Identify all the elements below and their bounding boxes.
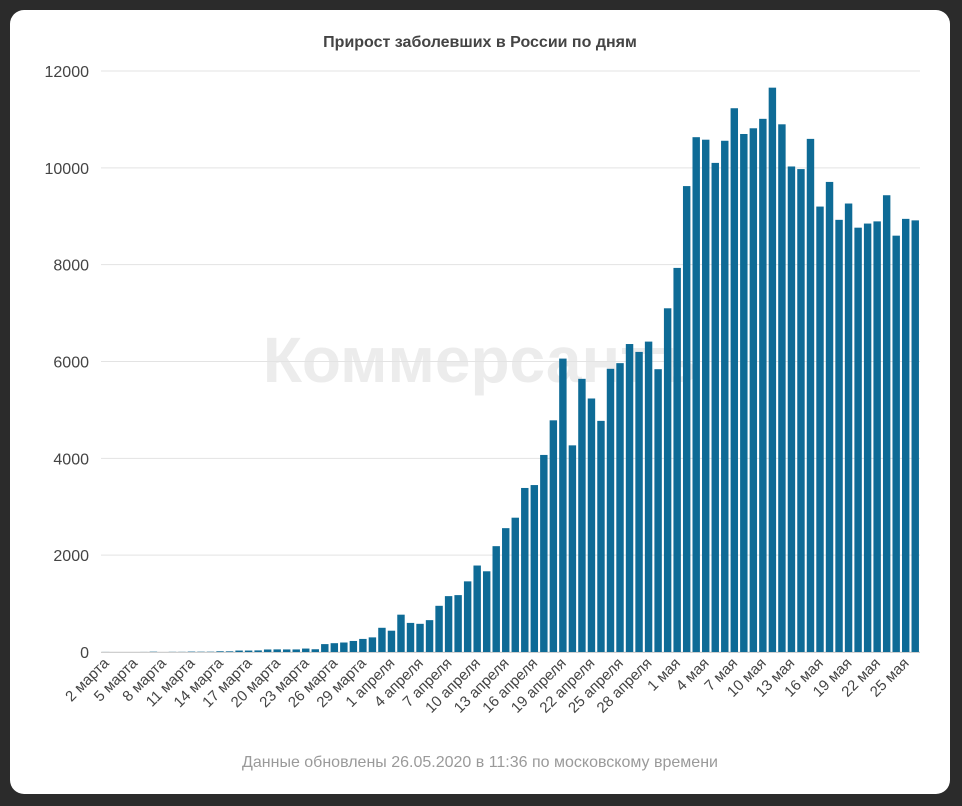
bar — [902, 218, 910, 652]
update-note: Данные обновлены 26.05.2020 в 11:36 по м… — [242, 754, 718, 771]
bar — [225, 651, 234, 652]
bar — [816, 206, 824, 653]
bar — [340, 642, 348, 652]
watermark-logo: Коммерсантъ — [263, 324, 698, 396]
bar — [540, 454, 548, 652]
bar — [663, 308, 672, 652]
bar — [578, 378, 586, 652]
bar — [825, 181, 834, 652]
bar — [778, 124, 786, 652]
bar — [416, 623, 424, 652]
y-tick-label: 8000 — [53, 258, 89, 275]
bar-chart: Коммерсантъ0200040006000800010000120002 … — [45, 64, 920, 717]
bar — [311, 649, 319, 652]
bar — [616, 363, 624, 652]
bar — [530, 485, 539, 652]
bar — [397, 614, 405, 652]
bar — [654, 369, 662, 652]
bar — [711, 162, 719, 652]
y-tick-label: 0 — [80, 645, 89, 662]
bar — [749, 128, 758, 652]
bar — [587, 398, 596, 652]
y-tick-label: 12000 — [45, 64, 90, 81]
bar — [673, 267, 681, 652]
bar — [568, 445, 577, 652]
chart-card: Прирост заболевших в России по дням Комм… — [10, 10, 950, 794]
bar — [721, 140, 729, 652]
y-tick-label: 2000 — [53, 548, 89, 565]
bar — [425, 620, 434, 652]
bar — [330, 643, 339, 652]
bar — [863, 223, 872, 652]
bar — [406, 622, 415, 652]
bar — [511, 517, 519, 652]
bar — [606, 368, 615, 652]
bar — [597, 420, 605, 652]
bar — [759, 118, 767, 652]
bar — [768, 87, 777, 652]
bar — [273, 649, 281, 652]
bar — [835, 219, 843, 653]
bar — [378, 627, 386, 652]
bar — [682, 186, 691, 652]
bar — [454, 595, 462, 652]
y-tick-label: 4000 — [53, 451, 89, 468]
bar — [911, 220, 919, 652]
bar — [482, 571, 491, 652]
bar — [216, 651, 224, 652]
bar — [321, 644, 329, 652]
bar — [787, 166, 796, 652]
bar — [368, 637, 377, 652]
bar — [797, 169, 805, 652]
bar — [892, 235, 900, 652]
bar — [702, 139, 710, 652]
bar — [244, 650, 253, 652]
bar — [302, 648, 310, 652]
bar — [692, 137, 700, 653]
bar — [644, 341, 653, 652]
bar — [844, 203, 853, 652]
bar — [730, 108, 739, 652]
bar — [625, 344, 634, 652]
bar — [282, 649, 291, 652]
bar — [806, 138, 815, 652]
bar — [359, 638, 367, 652]
bar — [463, 581, 472, 652]
chart-title: Прирост заболевших в России по дням — [323, 34, 637, 51]
bar — [882, 195, 891, 652]
bar — [263, 649, 272, 652]
bar — [873, 221, 881, 652]
bar — [502, 528, 510, 652]
bar — [740, 133, 748, 652]
bar — [444, 596, 453, 652]
bar — [235, 650, 243, 652]
bar — [559, 358, 567, 652]
bar — [473, 565, 481, 652]
y-tick-label: 10000 — [45, 161, 90, 178]
y-tick-label: 6000 — [53, 355, 89, 372]
bar — [854, 227, 862, 652]
bar — [521, 487, 529, 652]
bar — [387, 630, 396, 652]
bar — [635, 351, 643, 652]
bar — [435, 605, 443, 652]
bar — [549, 420, 558, 652]
bar — [349, 640, 358, 652]
bar — [254, 650, 262, 652]
bar — [292, 649, 300, 652]
bar — [492, 546, 500, 652]
